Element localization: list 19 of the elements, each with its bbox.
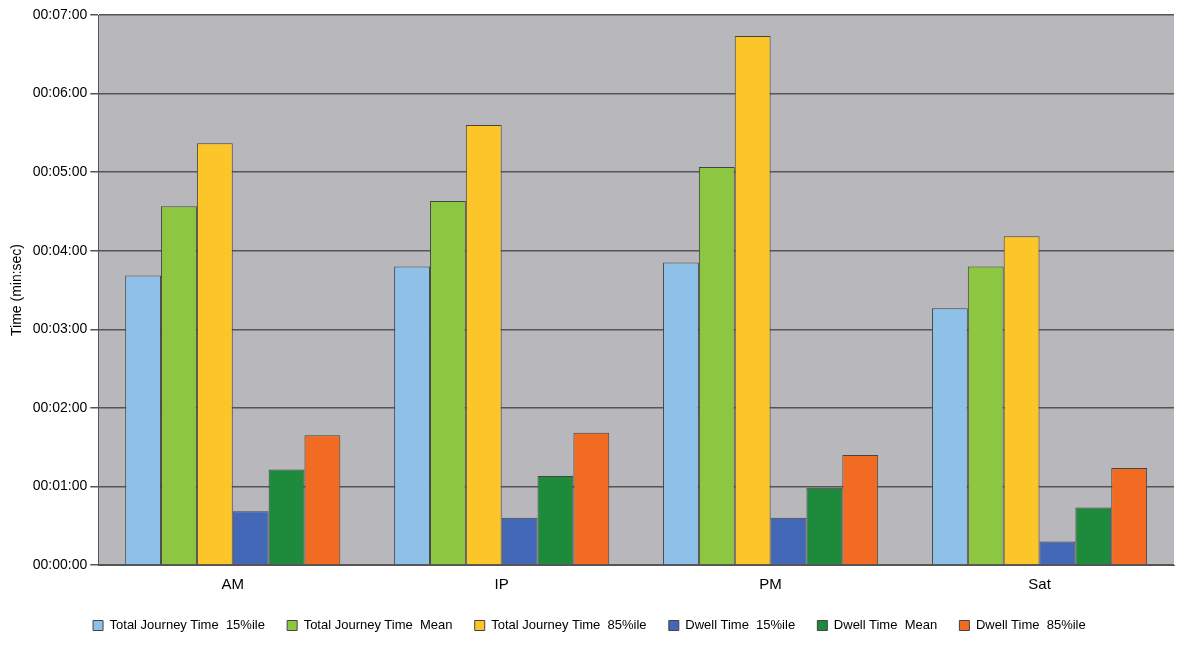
- x-tick-label: Sat: [1028, 575, 1052, 593]
- y-tick-label: 00:02:00: [32, 398, 88, 415]
- legend-label: Dwell Time 85%ile: [975, 617, 1086, 633]
- legend-label: Dwell Time 15%ile: [685, 617, 796, 633]
- y-tick-label: 00:04:00: [32, 241, 88, 258]
- y-tick-label: 00:00:00: [32, 555, 88, 572]
- legend-label: Total Journey Time Mean: [303, 617, 453, 633]
- y-axis-title: Time (min:sec): [8, 243, 25, 337]
- legend-label: Total Journey Time 85%ile: [491, 617, 647, 633]
- legend-label: Dwell Time Mean: [833, 617, 938, 633]
- y-tick-label: 00:06:00: [32, 84, 88, 101]
- y-tick-label: 00:05:00: [32, 163, 88, 179]
- x-tick-label: AM: [221, 575, 245, 593]
- x-tick-label: PM: [759, 575, 782, 593]
- y-tick-label: 00:01:00: [32, 477, 88, 494]
- y-tick-label: 00:07:00: [32, 5, 88, 22]
- y-tick-label: 00:03:00: [32, 320, 88, 337]
- x-tick-label: IP: [494, 575, 509, 593]
- legend-label: Total Journey Time 15%ile: [109, 617, 265, 633]
